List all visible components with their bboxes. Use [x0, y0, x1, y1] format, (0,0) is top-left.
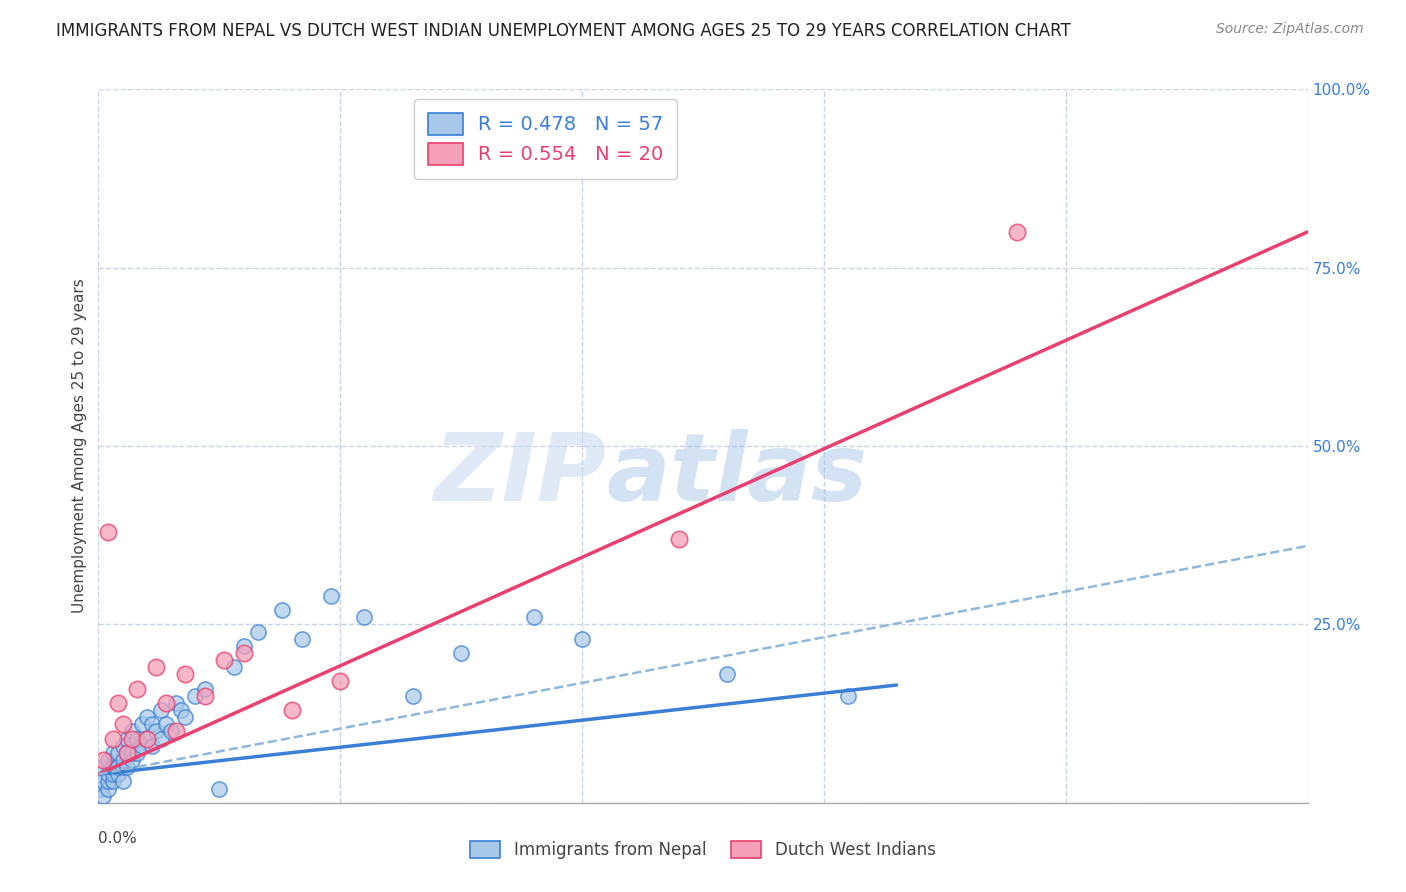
Point	[155, 696, 177, 710]
Point	[111, 753, 134, 767]
Point	[174, 667, 197, 681]
Point	[111, 774, 134, 789]
Point	[111, 717, 134, 731]
Legend: Immigrants from Nepal, Dutch West Indians: Immigrants from Nepal, Dutch West Indian…	[464, 834, 942, 866]
Point	[117, 746, 139, 760]
Point	[101, 746, 124, 760]
Point	[91, 760, 114, 774]
Point	[194, 681, 217, 696]
Point	[97, 767, 120, 781]
Text: Source: ZipAtlas.com: Source: ZipAtlas.com	[1216, 22, 1364, 37]
Point	[121, 746, 143, 760]
Point	[121, 753, 143, 767]
Point	[247, 624, 270, 639]
Point	[111, 760, 134, 774]
Point	[135, 731, 157, 746]
Point	[107, 696, 129, 710]
Point	[150, 703, 173, 717]
Point	[97, 753, 120, 767]
Point	[121, 731, 143, 746]
Point	[290, 632, 312, 646]
Point	[169, 703, 191, 717]
Point	[141, 739, 163, 753]
Point	[117, 731, 139, 746]
Point	[271, 603, 294, 617]
Point	[571, 632, 593, 646]
Point	[131, 739, 153, 753]
Point	[97, 774, 120, 789]
Point	[145, 724, 167, 739]
Point	[145, 660, 167, 674]
Point	[117, 760, 139, 774]
Point	[212, 653, 235, 667]
Point	[91, 789, 114, 803]
Point	[101, 731, 124, 746]
Point	[194, 689, 217, 703]
Point	[127, 746, 149, 760]
Point	[208, 781, 231, 796]
Point	[107, 760, 129, 774]
Point	[402, 689, 425, 703]
Text: ZIP: ZIP	[433, 428, 606, 521]
Point	[107, 767, 129, 781]
Point	[1007, 225, 1029, 239]
Point	[101, 767, 124, 781]
Point	[107, 746, 129, 760]
Point	[716, 667, 738, 681]
Point	[135, 710, 157, 724]
Text: 0.0%: 0.0%	[98, 831, 138, 847]
Point	[184, 689, 207, 703]
Point	[232, 646, 254, 660]
Point	[127, 731, 149, 746]
Point	[319, 589, 342, 603]
Point	[329, 674, 352, 689]
Point	[232, 639, 254, 653]
Point	[281, 703, 304, 717]
Point	[135, 731, 157, 746]
Point	[155, 717, 177, 731]
Point	[523, 610, 546, 624]
Point	[160, 724, 183, 739]
Point	[174, 710, 197, 724]
Point	[222, 660, 245, 674]
Point	[91, 774, 114, 789]
Point	[131, 717, 153, 731]
Point	[111, 739, 134, 753]
Point	[117, 746, 139, 760]
Point	[127, 681, 149, 696]
Point	[165, 724, 187, 739]
Point	[101, 774, 124, 789]
Point	[353, 610, 375, 624]
Point	[668, 532, 690, 546]
Point	[97, 781, 120, 796]
Point	[90, 781, 112, 796]
Point	[141, 717, 163, 731]
Point	[150, 731, 173, 746]
Point	[450, 646, 472, 660]
Point	[101, 760, 124, 774]
Text: atlas: atlas	[606, 428, 868, 521]
Y-axis label: Unemployment Among Ages 25 to 29 years: Unemployment Among Ages 25 to 29 years	[72, 278, 87, 614]
Text: IMMIGRANTS FROM NEPAL VS DUTCH WEST INDIAN UNEMPLOYMENT AMONG AGES 25 TO 29 YEAR: IMMIGRANTS FROM NEPAL VS DUTCH WEST INDI…	[56, 22, 1071, 40]
Point	[121, 724, 143, 739]
Point	[837, 689, 859, 703]
Point	[97, 524, 120, 539]
Point	[165, 696, 187, 710]
Point	[91, 753, 114, 767]
